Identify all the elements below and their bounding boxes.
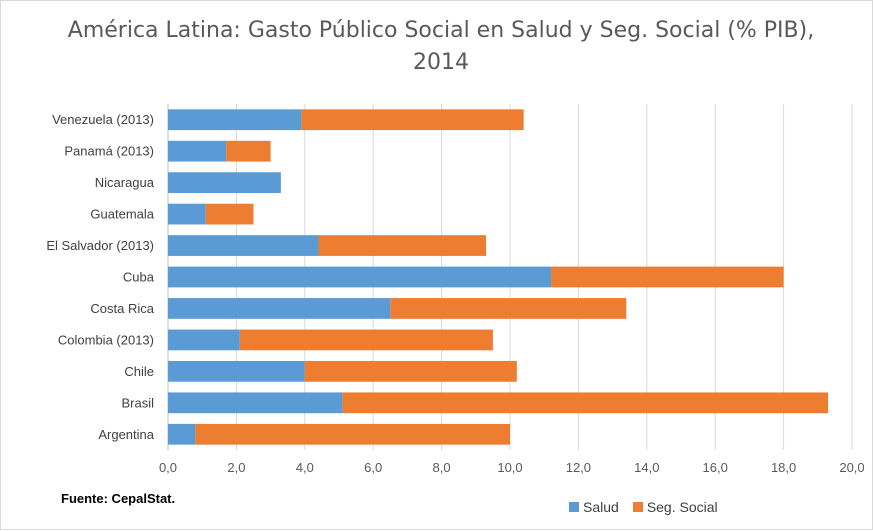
bar-salud: [168, 203, 206, 225]
category-label: Colombia (2013): [58, 332, 154, 347]
x-tick-label: 18,0: [771, 460, 796, 475]
x-tick-label: 12,0: [566, 460, 591, 475]
bar-seg-social: [301, 109, 524, 131]
source-note: Fuente: CepalStat.: [61, 491, 176, 506]
bar-seg-social: [551, 266, 784, 288]
category-label: El Salvador (2013): [46, 238, 154, 253]
x-tick-label: 6,0: [364, 460, 382, 475]
chart-title: América Latina: Gasto Público Social en …: [67, 18, 815, 75]
bar-seg-social: [390, 298, 627, 319]
bar-seg-social: [205, 203, 254, 225]
bar-seg-social: [318, 235, 487, 256]
category-label: Brasil: [121, 395, 154, 410]
bar-seg-social: [342, 392, 829, 414]
bar-salud: [168, 266, 552, 288]
category-label: Nicaragua: [95, 175, 155, 190]
x-tick-label: 14,0: [634, 460, 659, 475]
x-tick-label: 4,0: [296, 460, 314, 475]
bar-salud: [168, 109, 302, 131]
bar-salud: [168, 172, 281, 194]
bar-salud: [168, 140, 227, 162]
legend: Salud Seg. Social: [569, 499, 732, 515]
bar-salud: [168, 235, 319, 256]
category-label: Venezuela (2013): [52, 112, 154, 127]
bar-seg-social: [239, 329, 493, 351]
bar-seg-social: [195, 423, 511, 445]
category-label: Panamá (2013): [64, 144, 154, 159]
bar-salud: [168, 360, 305, 382]
legend-swatch-seg-social: [632, 502, 643, 512]
x-tick-label: 8,0: [433, 460, 451, 475]
x-tick-label: 16,0: [703, 460, 728, 475]
category-label: Chile: [124, 364, 154, 379]
bar-salud: [168, 423, 196, 445]
x-tick-label: 10,0: [497, 460, 522, 475]
bar-seg-social: [226, 140, 271, 162]
bar-seg-social: [304, 360, 517, 382]
bar-salud: [168, 392, 343, 414]
category-label: Guatemala: [90, 207, 154, 222]
category-label: Costa Rica: [90, 301, 154, 316]
legend-item-salud: Salud: [569, 499, 619, 515]
legend-item-seg-social: Seg. Social: [632, 499, 718, 515]
legend-label-salud: Salud: [583, 499, 619, 515]
bar-salud: [168, 329, 240, 351]
category-label: Argentina: [98, 427, 154, 442]
legend-swatch-salud: [569, 502, 579, 512]
x-tick-label: 0,0: [159, 460, 177, 475]
x-tick-label: 2,0: [227, 460, 245, 475]
bar-salud: [168, 298, 391, 319]
category-label: Cuba: [123, 270, 155, 285]
legend-label-seg-social: Seg. Social: [646, 499, 718, 515]
x-tick-label: 20,0: [839, 460, 864, 475]
